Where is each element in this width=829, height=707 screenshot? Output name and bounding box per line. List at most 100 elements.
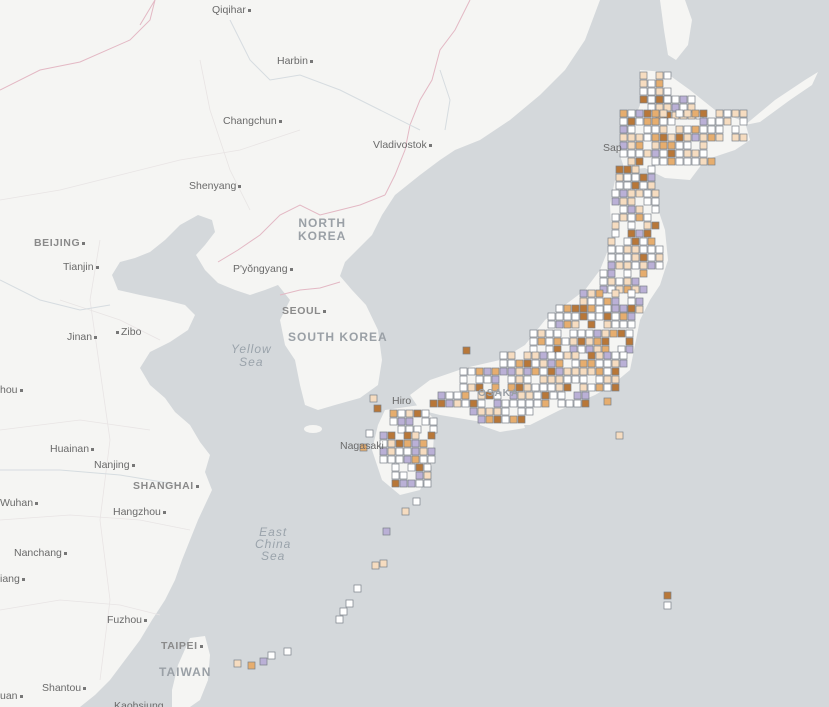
grid-cell — [541, 399, 550, 408]
grid-cell — [627, 197, 636, 206]
grid-cell — [475, 367, 484, 376]
grid-cell — [399, 471, 408, 480]
grid-cell — [627, 221, 636, 230]
grid-cell — [675, 141, 684, 150]
label-south-korea: SOUTH KOREA — [288, 330, 388, 344]
grid-cell — [461, 391, 470, 400]
grid-cell — [429, 417, 438, 426]
taiwan-landmass — [172, 636, 210, 707]
grid-cell — [667, 117, 676, 126]
grid-cell — [233, 659, 242, 668]
grid-cell — [635, 149, 644, 158]
grid-cell — [493, 399, 502, 408]
grid-cell — [675, 157, 684, 166]
grid-cell — [619, 304, 628, 313]
grid-cell — [491, 375, 500, 384]
grid-cell — [401, 507, 410, 516]
label-wuhan: Wuhan — [0, 497, 38, 509]
grid-cell — [259, 657, 268, 666]
grid-cell — [623, 277, 632, 286]
grid-cell — [399, 479, 408, 488]
grid-cell — [611, 189, 620, 198]
grid-cell — [603, 312, 612, 321]
grid-cell — [699, 157, 708, 166]
grid-cell — [675, 133, 684, 142]
grid-cell — [619, 351, 628, 360]
grid-cell — [619, 125, 628, 134]
grid-cell — [619, 213, 628, 222]
label-zibo: Zibo — [116, 326, 141, 338]
grid-cell — [379, 439, 388, 448]
grid-cell — [563, 351, 572, 360]
grid-cell — [631, 285, 640, 294]
grid-cell — [467, 383, 476, 392]
grid-cell — [659, 149, 668, 158]
grid-cell — [515, 383, 524, 392]
grid-cell — [619, 133, 628, 142]
grid-cell — [501, 407, 510, 416]
grid-cell — [699, 125, 708, 134]
grid-cell — [437, 391, 446, 400]
grid-cell — [627, 297, 636, 306]
grid-cell — [691, 109, 700, 118]
grid-cell — [477, 399, 486, 408]
grid-cell — [595, 297, 604, 306]
grid-cell — [429, 399, 438, 408]
grid-cell — [631, 245, 640, 254]
grid-cell — [631, 165, 640, 174]
grid-cell — [365, 429, 374, 438]
grid-cell — [419, 447, 428, 456]
grid-cell — [639, 237, 648, 246]
grid-cell — [635, 297, 644, 306]
grid-cell — [515, 359, 524, 368]
grid-cell — [627, 157, 636, 166]
label-seoul: SEOUL — [282, 305, 326, 317]
grid-cell — [561, 337, 570, 346]
grid-cell — [405, 409, 414, 418]
grid-cell — [423, 471, 432, 480]
grid-cell — [643, 197, 652, 206]
grid-cell — [379, 559, 388, 568]
grid-cell — [603, 297, 612, 306]
grid-cell — [555, 359, 564, 368]
grid-cell — [619, 205, 628, 214]
grid-cell — [635, 117, 644, 126]
label-iang: iang — [0, 573, 25, 585]
grid-cell — [579, 383, 588, 392]
grid-cell — [639, 71, 648, 80]
grid-cell — [549, 391, 558, 400]
grid-cell — [607, 261, 616, 270]
label-nanchang: Nanchang — [14, 547, 67, 559]
grid-cell — [501, 399, 510, 408]
grid-cell — [571, 312, 580, 321]
grid-cell — [631, 237, 640, 246]
grid-cell — [555, 304, 564, 313]
grid-cell — [683, 109, 692, 118]
grid-cell — [667, 133, 676, 142]
grid-cell — [397, 409, 406, 418]
grid-cell — [389, 417, 398, 426]
grid-cell — [573, 391, 582, 400]
label-jinan: Jinan — [67, 331, 97, 343]
grid-cell — [499, 351, 508, 360]
grid-cell — [635, 109, 644, 118]
grid-cell — [577, 329, 586, 338]
grid-cell — [579, 312, 588, 321]
grid-cell — [659, 125, 668, 134]
grid-cell — [607, 269, 616, 278]
grid-cell — [683, 157, 692, 166]
grid-cell — [507, 383, 516, 392]
grid-cell — [587, 367, 596, 376]
label-changchun: Changchun — [223, 115, 282, 127]
grid-cell — [699, 117, 708, 126]
grid-cell — [387, 455, 396, 464]
grid-cell — [453, 391, 462, 400]
grid-cell — [593, 329, 602, 338]
grid-cell — [462, 346, 471, 355]
grid-cell — [475, 383, 484, 392]
grid-cell — [459, 367, 468, 376]
grid-cell — [353, 584, 362, 593]
grid-cell — [635, 133, 644, 142]
grid-cell — [611, 304, 620, 313]
